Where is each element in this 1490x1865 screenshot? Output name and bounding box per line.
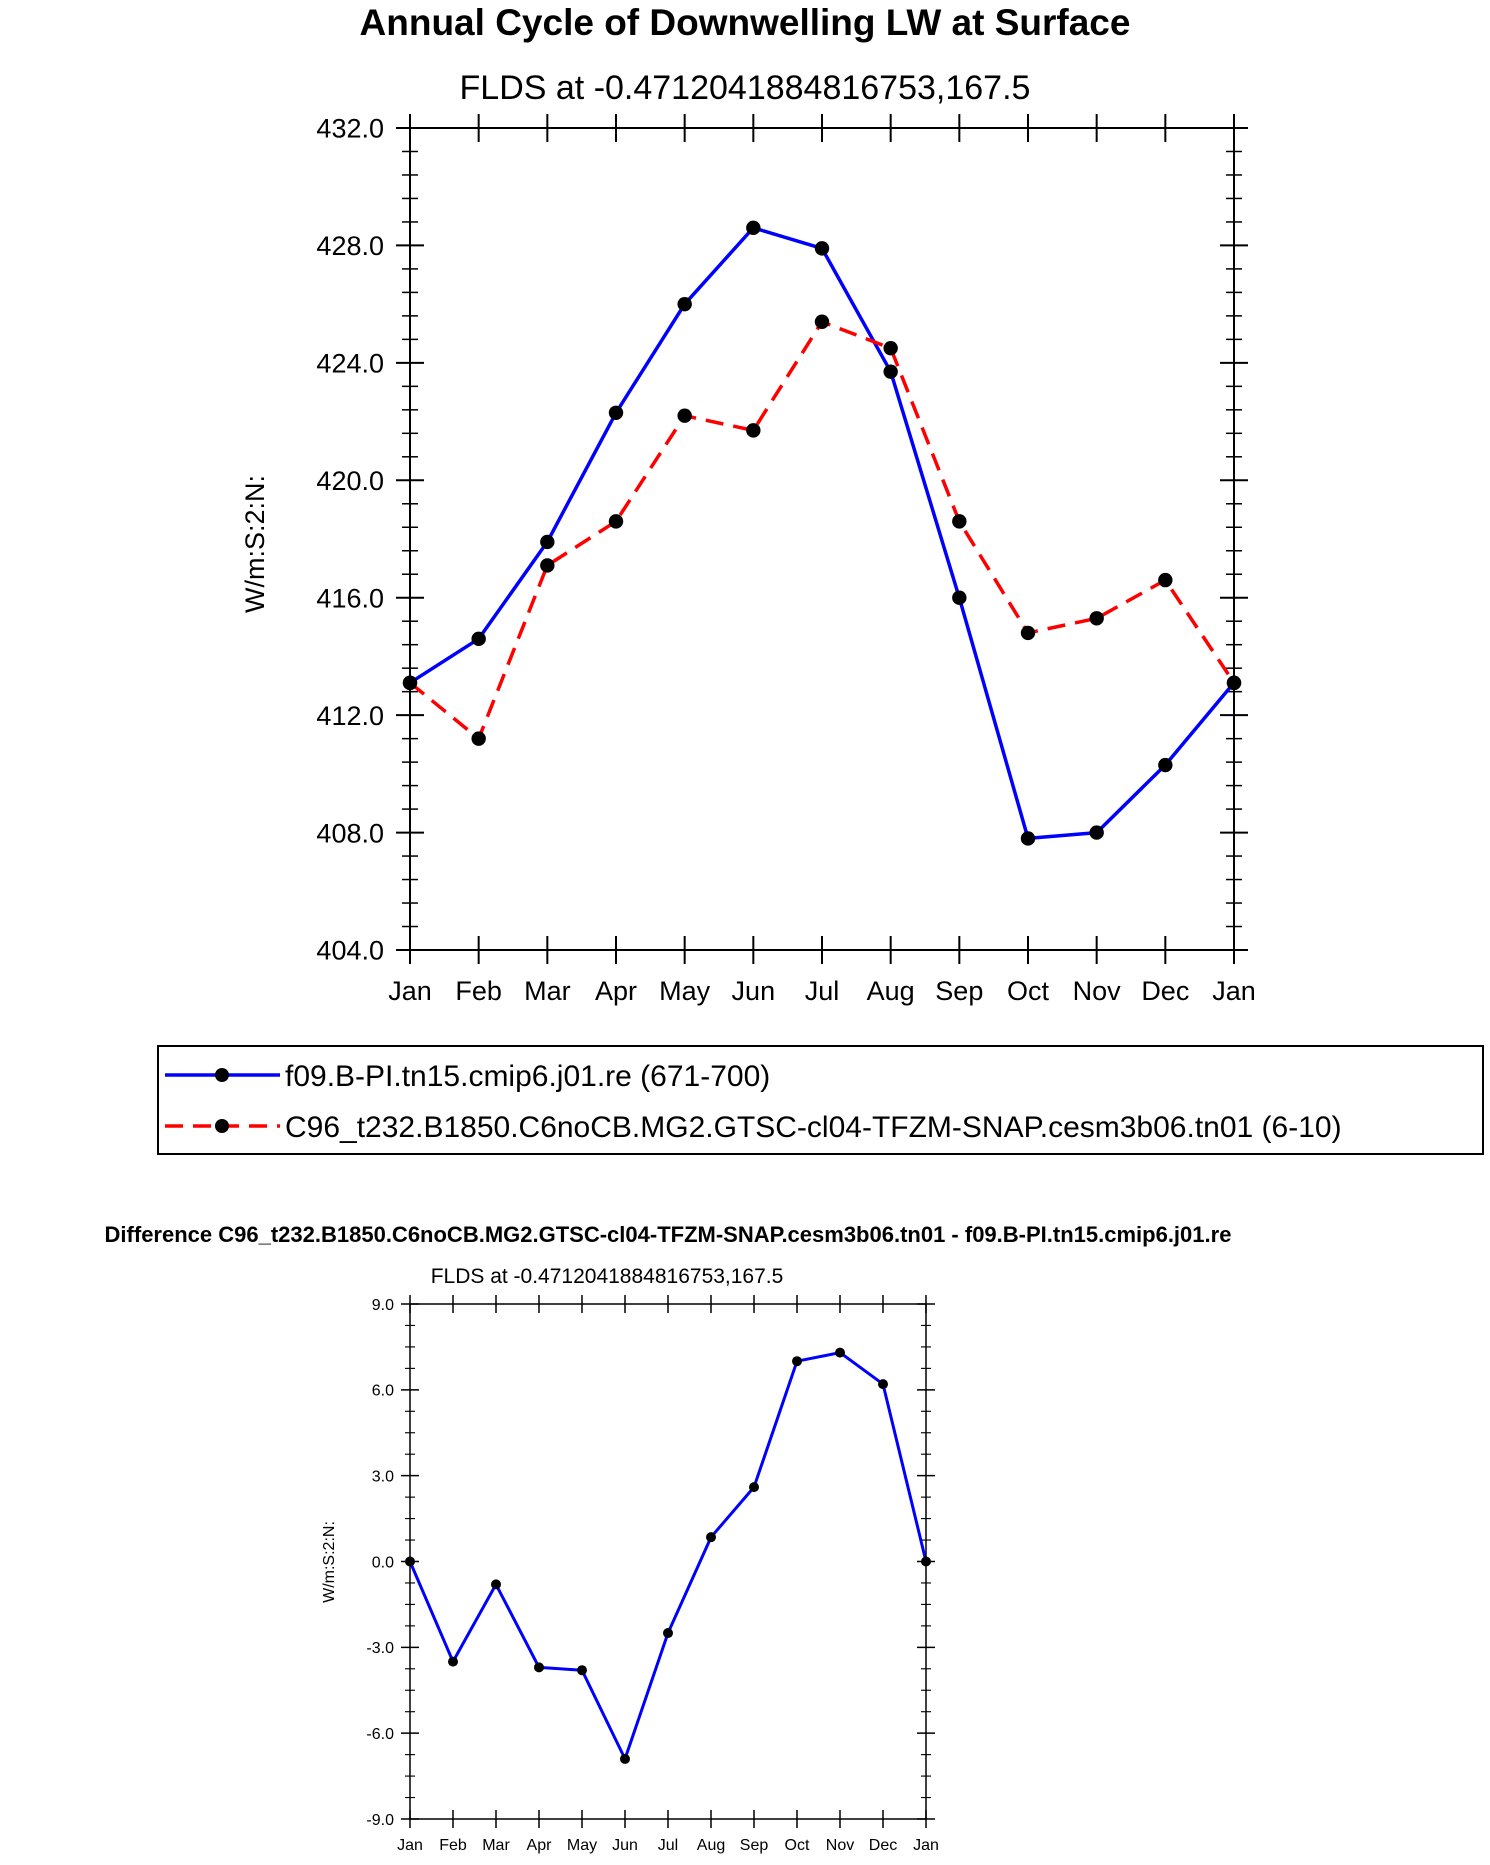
data-point — [663, 1628, 673, 1639]
legend-label-red: C96_t232.B1850.C6noCB.MG2.GTSC-cl04-TFZM… — [285, 1111, 1342, 1144]
data-point — [577, 1665, 587, 1676]
x-tick-label: Nov — [826, 1837, 854, 1854]
main-subtitle: FLDS at -0.4712041884816753,167.5 — [460, 69, 1031, 107]
x-tick-label: Mar — [524, 976, 571, 1006]
x-tick-label: Feb — [455, 976, 502, 1006]
x-tick-label: May — [567, 1837, 597, 1854]
data-point — [878, 1379, 888, 1390]
y-tick-label: 416.0 — [316, 583, 384, 613]
y-tick-label: 6.0 — [372, 1383, 394, 1400]
x-tick-label: Jul — [658, 1837, 678, 1854]
x-tick-label: Jan — [397, 1837, 423, 1854]
data-point — [620, 1753, 630, 1764]
x-tick-label: Jun — [612, 1837, 638, 1854]
y-tick-label: 9.0 — [372, 1297, 394, 1314]
main-title: Annual Cycle of Downwelling LW at Surfac… — [360, 2, 1131, 43]
diff-plot-frame — [409, 1303, 927, 1820]
x-tick-label: Apr — [527, 1837, 553, 1854]
diff-title: Difference C96_t232.B1850.C6noCB.MG2.GTS… — [105, 1222, 1232, 1247]
data-point — [1020, 831, 1036, 846]
data-point — [952, 590, 967, 605]
data-point — [746, 220, 761, 236]
data-point — [677, 408, 692, 423]
data-point — [883, 340, 898, 356]
main-plot-frame — [409, 127, 1235, 951]
data-point — [814, 241, 830, 256]
main-x-tick-labels: Jan Feb Mar Apr May Jun Jul Aug Sep Oct Nov Dec Jan — [388, 976, 1256, 1006]
x-tick-label: Nov — [1073, 976, 1122, 1006]
x-tick-label: Jan — [1212, 976, 1256, 1006]
x-tick-label: May — [659, 976, 711, 1006]
y-tick-label: 0.0 — [372, 1554, 394, 1571]
data-point — [677, 296, 692, 312]
y-tick-label: -6.0 — [366, 1726, 394, 1743]
data-point — [883, 364, 898, 379]
data-point — [952, 514, 967, 529]
data-point — [471, 631, 486, 647]
data-point — [1158, 572, 1173, 588]
data-point — [608, 405, 624, 420]
y-tick-label: 420.0 — [316, 466, 384, 496]
x-tick-label: Oct — [785, 1837, 810, 1854]
data-point — [491, 1579, 501, 1590]
data-point — [814, 314, 830, 329]
x-tick-label: Jan — [388, 976, 432, 1006]
data-point — [746, 423, 761, 438]
legend-label-blue: f09.B-PI.tn15.cmip6.j01.re (671-700) — [285, 1060, 770, 1093]
data-point — [1089, 825, 1104, 840]
x-tick-label: Aug — [867, 976, 915, 1006]
y-tick-label: 404.0 — [316, 936, 384, 966]
legend: f09.B-PI.tn15.cmip6.j01.re (671-700) C96… — [157, 1045, 1484, 1155]
diff-series-lines — [408, 1351, 928, 1761]
data-point — [540, 558, 555, 573]
x-tick-label: Dec — [869, 1837, 897, 1854]
data-point — [792, 1356, 802, 1367]
data-point — [608, 514, 624, 529]
y-tick-label: 408.0 — [316, 818, 384, 848]
x-tick-label: Sep — [740, 1837, 769, 1854]
y-tick-label: 428.0 — [316, 231, 384, 261]
diff-subtitle: FLDS at -0.4712041884816753,167.5 — [431, 1265, 784, 1288]
data-point — [534, 1662, 544, 1673]
main-y-tick-labels: 404.0 408.0 412.0 416.0 420.0 424.0 428.0 432.0 — [316, 114, 384, 966]
x-tick-label: Jan — [913, 1837, 939, 1854]
x-tick-label: Oct — [1007, 976, 1050, 1006]
legend-marker-red — [215, 1119, 229, 1133]
main-series-markers — [402, 220, 1242, 846]
x-tick-label: Feb — [439, 1837, 467, 1854]
main-y-axis-label: W/m:S:2:N: — [240, 475, 270, 613]
data-point — [1020, 625, 1036, 641]
data-point — [1158, 757, 1173, 773]
diff-series-markers — [405, 1347, 931, 1764]
series-line-0 — [408, 1351, 928, 1761]
diff-ticks — [401, 1295, 935, 1828]
x-tick-label: Mar — [482, 1837, 510, 1854]
diff-y-axis-label: W/m:S:2:N: — [321, 1521, 338, 1603]
data-point — [706, 1532, 716, 1543]
data-point — [1089, 611, 1104, 626]
x-tick-label: Dec — [1141, 976, 1189, 1006]
series-line-1 — [408, 320, 1236, 741]
data-point — [835, 1347, 845, 1358]
y-tick-label: 424.0 — [316, 349, 384, 379]
diff-y-tick-labels: -9.0 -6.0 -3.0 0.0 3.0 6.0 9.0 — [366, 1297, 394, 1829]
x-tick-label: Sep — [935, 976, 983, 1006]
data-point — [749, 1482, 759, 1493]
y-tick-label: 412.0 — [316, 701, 384, 731]
diff-x-tick-labels: Jan Feb Mar Apr May Jun Jul Aug Sep Oct Nov Dec Jan — [397, 1837, 939, 1854]
data-point — [540, 534, 555, 550]
y-tick-label: 432.0 — [316, 114, 384, 144]
x-tick-label: Apr — [595, 976, 637, 1006]
y-tick-label: 3.0 — [372, 1468, 394, 1485]
legend-marker-blue — [215, 1068, 229, 1082]
x-tick-label: Aug — [697, 1837, 725, 1854]
y-tick-label: -9.0 — [366, 1812, 394, 1829]
data-point — [471, 731, 486, 746]
data-point — [448, 1656, 458, 1667]
legend-box — [157, 1045, 1484, 1155]
x-tick-label: Jul — [805, 976, 840, 1006]
x-tick-label: Jun — [732, 976, 776, 1006]
y-tick-label: -3.0 — [366, 1640, 394, 1657]
